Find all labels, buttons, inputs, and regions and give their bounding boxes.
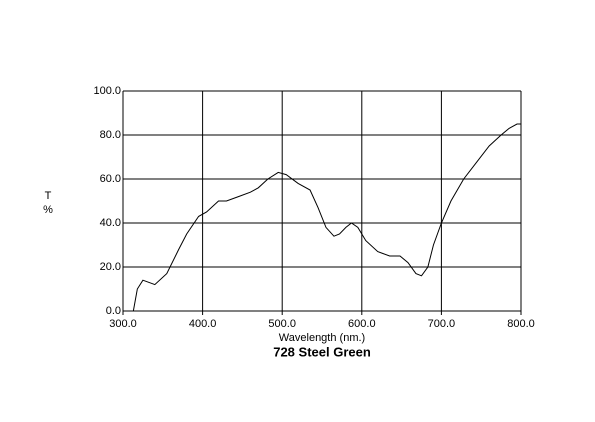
y-axis-label: % <box>43 204 53 216</box>
data-line <box>123 123 521 312</box>
x-tick-label: 800.0 <box>507 318 535 330</box>
x-tick-label: 500.0 <box>268 318 296 330</box>
y-axis-label: T <box>45 190 52 202</box>
y-tick-label: 100.0 <box>93 85 121 97</box>
y-tick-label: 20.0 <box>100 261 121 273</box>
y-tick-label: 40.0 <box>100 217 121 229</box>
chart-title: 728 Steel Green <box>273 344 371 359</box>
y-tick-label: 60.0 <box>100 173 121 185</box>
y-tick-label: 0.0 <box>106 305 121 317</box>
x-tick-label: 600.0 <box>348 318 376 330</box>
x-axis-label: Wavelength (nm.) <box>279 332 365 344</box>
x-tick-label: 400.0 <box>189 318 217 330</box>
y-tick-label: 80.0 <box>100 129 121 141</box>
x-tick-label: 700.0 <box>428 318 456 330</box>
x-tick-label: 300.0 <box>109 318 137 330</box>
